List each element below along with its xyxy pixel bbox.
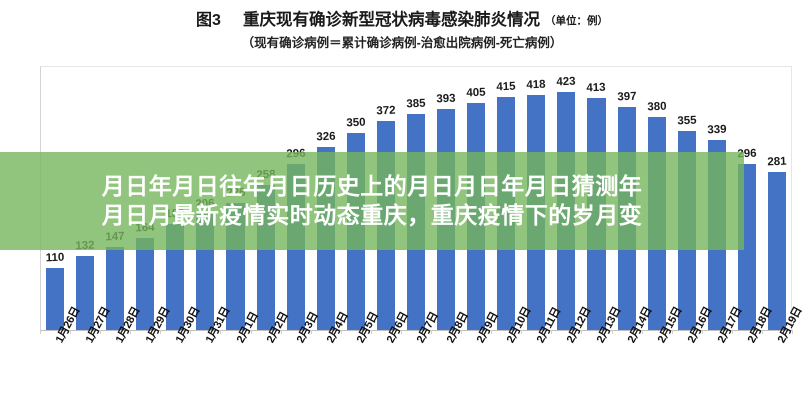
bar-value-label: 385 xyxy=(406,97,426,111)
axis-tick xyxy=(400,330,402,334)
bar-value-label: 281 xyxy=(767,155,787,169)
axis-tick xyxy=(310,330,312,334)
bar xyxy=(106,247,125,330)
bar-column: 110 xyxy=(45,66,65,330)
bar-column: 147 xyxy=(105,66,125,330)
bar-column: 164 xyxy=(135,66,155,330)
bar xyxy=(76,255,95,330)
axis-tick xyxy=(280,330,282,334)
axis-tick xyxy=(250,330,252,334)
axis-tick xyxy=(792,330,793,334)
axis-tick xyxy=(40,330,41,334)
axis-tick xyxy=(70,330,72,334)
page-title: 重庆现有确诊新型冠状病毒感染肺炎情况 xyxy=(242,11,540,29)
bar-value-label: 355 xyxy=(676,114,697,127)
bar-value-label: 397 xyxy=(616,90,637,104)
bar-value-label: 405 xyxy=(466,86,486,99)
promo-overlay-band xyxy=(0,152,744,250)
axis-tick xyxy=(611,330,613,334)
axis-tick xyxy=(461,330,463,334)
axis-tick xyxy=(100,330,102,334)
unit-note: （单位：例） xyxy=(544,15,608,27)
bar-value-label: 350 xyxy=(346,117,366,130)
axis-tick xyxy=(190,330,192,334)
bar-value-label: 326 xyxy=(315,130,336,144)
bar-value-label: 393 xyxy=(436,92,456,106)
bar-value-label: 413 xyxy=(586,81,607,95)
axis-tick xyxy=(521,330,523,334)
axis-tick xyxy=(761,330,763,334)
bar-value-label: 339 xyxy=(706,123,727,136)
axis-tick xyxy=(701,330,703,334)
x-axis-line xyxy=(40,330,792,331)
axis-tick xyxy=(370,330,372,334)
bar-value-label: 110 xyxy=(45,251,65,265)
figure-number: 图3 xyxy=(196,12,221,29)
x-axis-labels: 1月26日 1月27日 1月28日 1月29日 1月30日 1月31日 2月1日 2月2日 2月… xyxy=(40,305,804,400)
axis-tick xyxy=(431,330,433,334)
bar-value-label: 380 xyxy=(646,100,667,113)
axis-tick xyxy=(581,330,583,334)
axis-tick xyxy=(130,330,132,334)
axis-tick xyxy=(220,330,222,334)
bar xyxy=(166,223,185,330)
axis-tick xyxy=(160,330,162,334)
bar-column: 189 xyxy=(166,66,185,330)
bar-value-label: 423 xyxy=(556,76,577,89)
bar-column: 132 xyxy=(75,66,95,330)
bar xyxy=(767,172,786,330)
axis-tick xyxy=(551,330,553,334)
axis-tick xyxy=(491,330,493,334)
axis-tick xyxy=(731,330,733,334)
axis-tick xyxy=(641,330,643,334)
axis-tick xyxy=(671,330,673,334)
chart-subtitle: （现有确诊病例＝累计确诊病例-治愈出院病例-死亡病例） xyxy=(241,36,563,50)
bar-column: 281 xyxy=(767,66,787,330)
bar-value-label: 415 xyxy=(496,80,517,94)
bar xyxy=(46,268,65,330)
bar-value-label: 418 xyxy=(526,78,547,92)
axis-tick xyxy=(340,330,342,334)
bar-value-label: 372 xyxy=(376,104,396,118)
chart-title-row: 图3 重庆现有确诊新型冠状病毒感染肺炎情况 （单位：例） xyxy=(0,6,804,30)
bar xyxy=(136,237,155,330)
